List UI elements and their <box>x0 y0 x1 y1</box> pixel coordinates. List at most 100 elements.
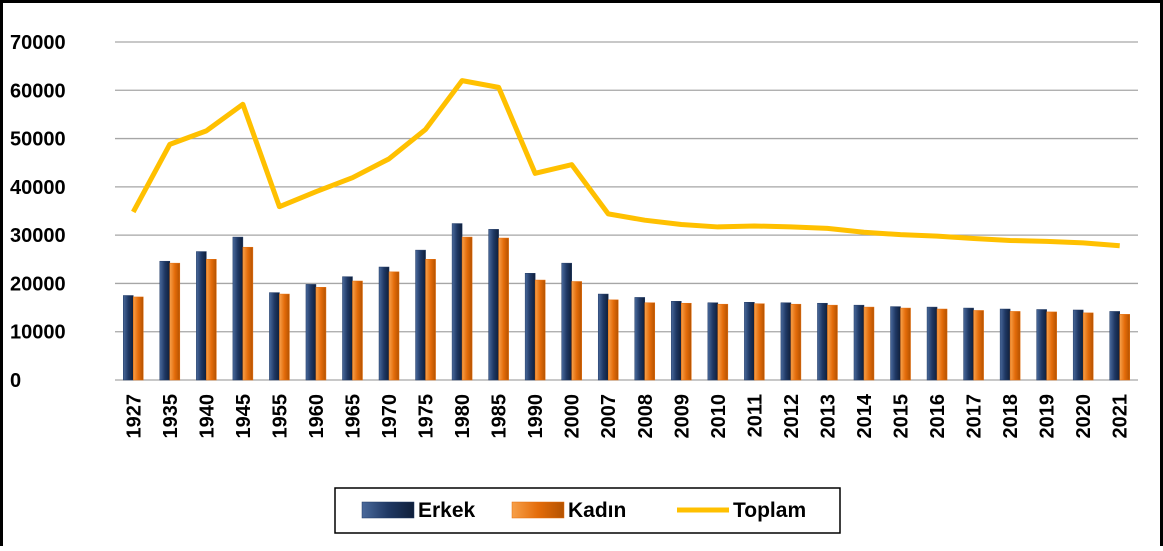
bar <box>279 293 290 381</box>
x-tick-label: 1985 <box>489 394 511 439</box>
bar <box>644 302 656 381</box>
bar <box>269 292 280 381</box>
x-tick-label: 1927 <box>123 394 145 439</box>
bar <box>1119 314 1130 381</box>
x-tick-label: 1935 <box>160 394 182 439</box>
x-tick-label: 1960 <box>306 394 328 439</box>
bar <box>780 302 792 381</box>
bar <box>242 246 254 381</box>
bar <box>461 236 473 381</box>
bar <box>1072 309 1084 381</box>
bar <box>817 302 828 381</box>
x-tick-label: 1940 <box>196 394 218 439</box>
bar <box>133 296 144 381</box>
x-tick-label: 1975 <box>416 394 438 439</box>
bar <box>378 266 390 381</box>
bar <box>123 295 134 381</box>
x-tick-label: 2016 <box>927 394 949 439</box>
bar <box>305 284 317 381</box>
bar <box>342 276 353 381</box>
bar <box>936 308 948 381</box>
bar <box>561 262 572 381</box>
bar <box>498 237 509 381</box>
x-tick-label: 2015 <box>891 394 913 439</box>
y-tick-label: 20000 <box>10 273 66 295</box>
bar <box>607 299 619 381</box>
x-tick-label: 1980 <box>452 394 474 439</box>
x-tick-label: 1990 <box>525 394 547 439</box>
x-tick-label: 1965 <box>342 394 364 439</box>
bar <box>597 293 609 381</box>
bar <box>671 301 682 381</box>
bar <box>352 280 363 381</box>
x-tick-label: 2011 <box>744 394 766 437</box>
bar <box>196 251 207 381</box>
bar <box>315 287 327 381</box>
bar <box>744 302 755 381</box>
y-tick-label: 50000 <box>10 129 66 151</box>
bar <box>754 303 765 381</box>
bar <box>681 302 692 381</box>
bar <box>169 262 181 381</box>
bar <box>1009 311 1021 381</box>
bar <box>1082 312 1094 381</box>
y-tick-label: 30000 <box>10 225 66 247</box>
legend-swatch <box>511 501 565 519</box>
bar <box>707 302 719 381</box>
bar <box>999 308 1011 381</box>
legend-box <box>334 487 841 534</box>
legend-label: Erkek <box>418 499 476 522</box>
x-tick-label: 2018 <box>1000 394 1022 439</box>
bar <box>900 307 911 381</box>
x-tick-label: 2008 <box>635 394 657 439</box>
x-tick-label: 2021 <box>1110 394 1132 439</box>
y-tick-label: 0 <box>10 370 21 392</box>
x-tick-label: 1970 <box>379 394 401 439</box>
bar <box>717 303 729 381</box>
bar <box>159 260 171 381</box>
bar <box>425 259 436 381</box>
x-tick-label: 2009 <box>671 394 693 439</box>
bar <box>863 306 875 381</box>
line <box>131 78 1120 249</box>
legend-label: Kadın <box>568 499 626 522</box>
bar <box>890 306 901 381</box>
x-tick-label: 1955 <box>269 394 291 439</box>
x-tick-label: 2014 <box>854 393 876 438</box>
bar <box>206 259 217 381</box>
bar <box>534 279 546 381</box>
bar <box>827 304 838 381</box>
y-tick-label: 60000 <box>10 80 66 102</box>
bar <box>790 303 802 381</box>
legend-label: Toplam <box>733 499 806 522</box>
x-tick-label: 2020 <box>1073 394 1095 439</box>
x-tick-label: 2000 <box>562 394 584 439</box>
bar <box>926 306 938 381</box>
x-tick-label: 1945 <box>233 394 255 439</box>
bar <box>963 307 974 381</box>
x-tick-label: 2017 <box>964 394 986 439</box>
bar <box>415 249 426 381</box>
bar <box>571 281 582 381</box>
bar <box>853 304 865 381</box>
bar <box>388 271 400 381</box>
bar <box>1046 311 1057 381</box>
y-tick-label: 40000 <box>10 177 66 199</box>
x-tick-label: 2019 <box>1037 394 1059 439</box>
y-tick-label: 70000 <box>10 32 66 54</box>
bar <box>451 223 463 381</box>
x-tick-label: 2010 <box>708 394 730 439</box>
bar <box>488 229 499 381</box>
bar <box>634 297 646 381</box>
bar <box>1036 309 1047 381</box>
bar <box>973 310 984 381</box>
y-tick-label: 10000 <box>10 322 66 344</box>
x-tick-label: 2013 <box>817 394 839 439</box>
bar <box>524 273 536 381</box>
x-tick-label: 2012 <box>781 394 803 439</box>
bar <box>1109 311 1120 381</box>
x-tick-label: 2007 <box>598 394 620 439</box>
bar <box>232 236 244 381</box>
